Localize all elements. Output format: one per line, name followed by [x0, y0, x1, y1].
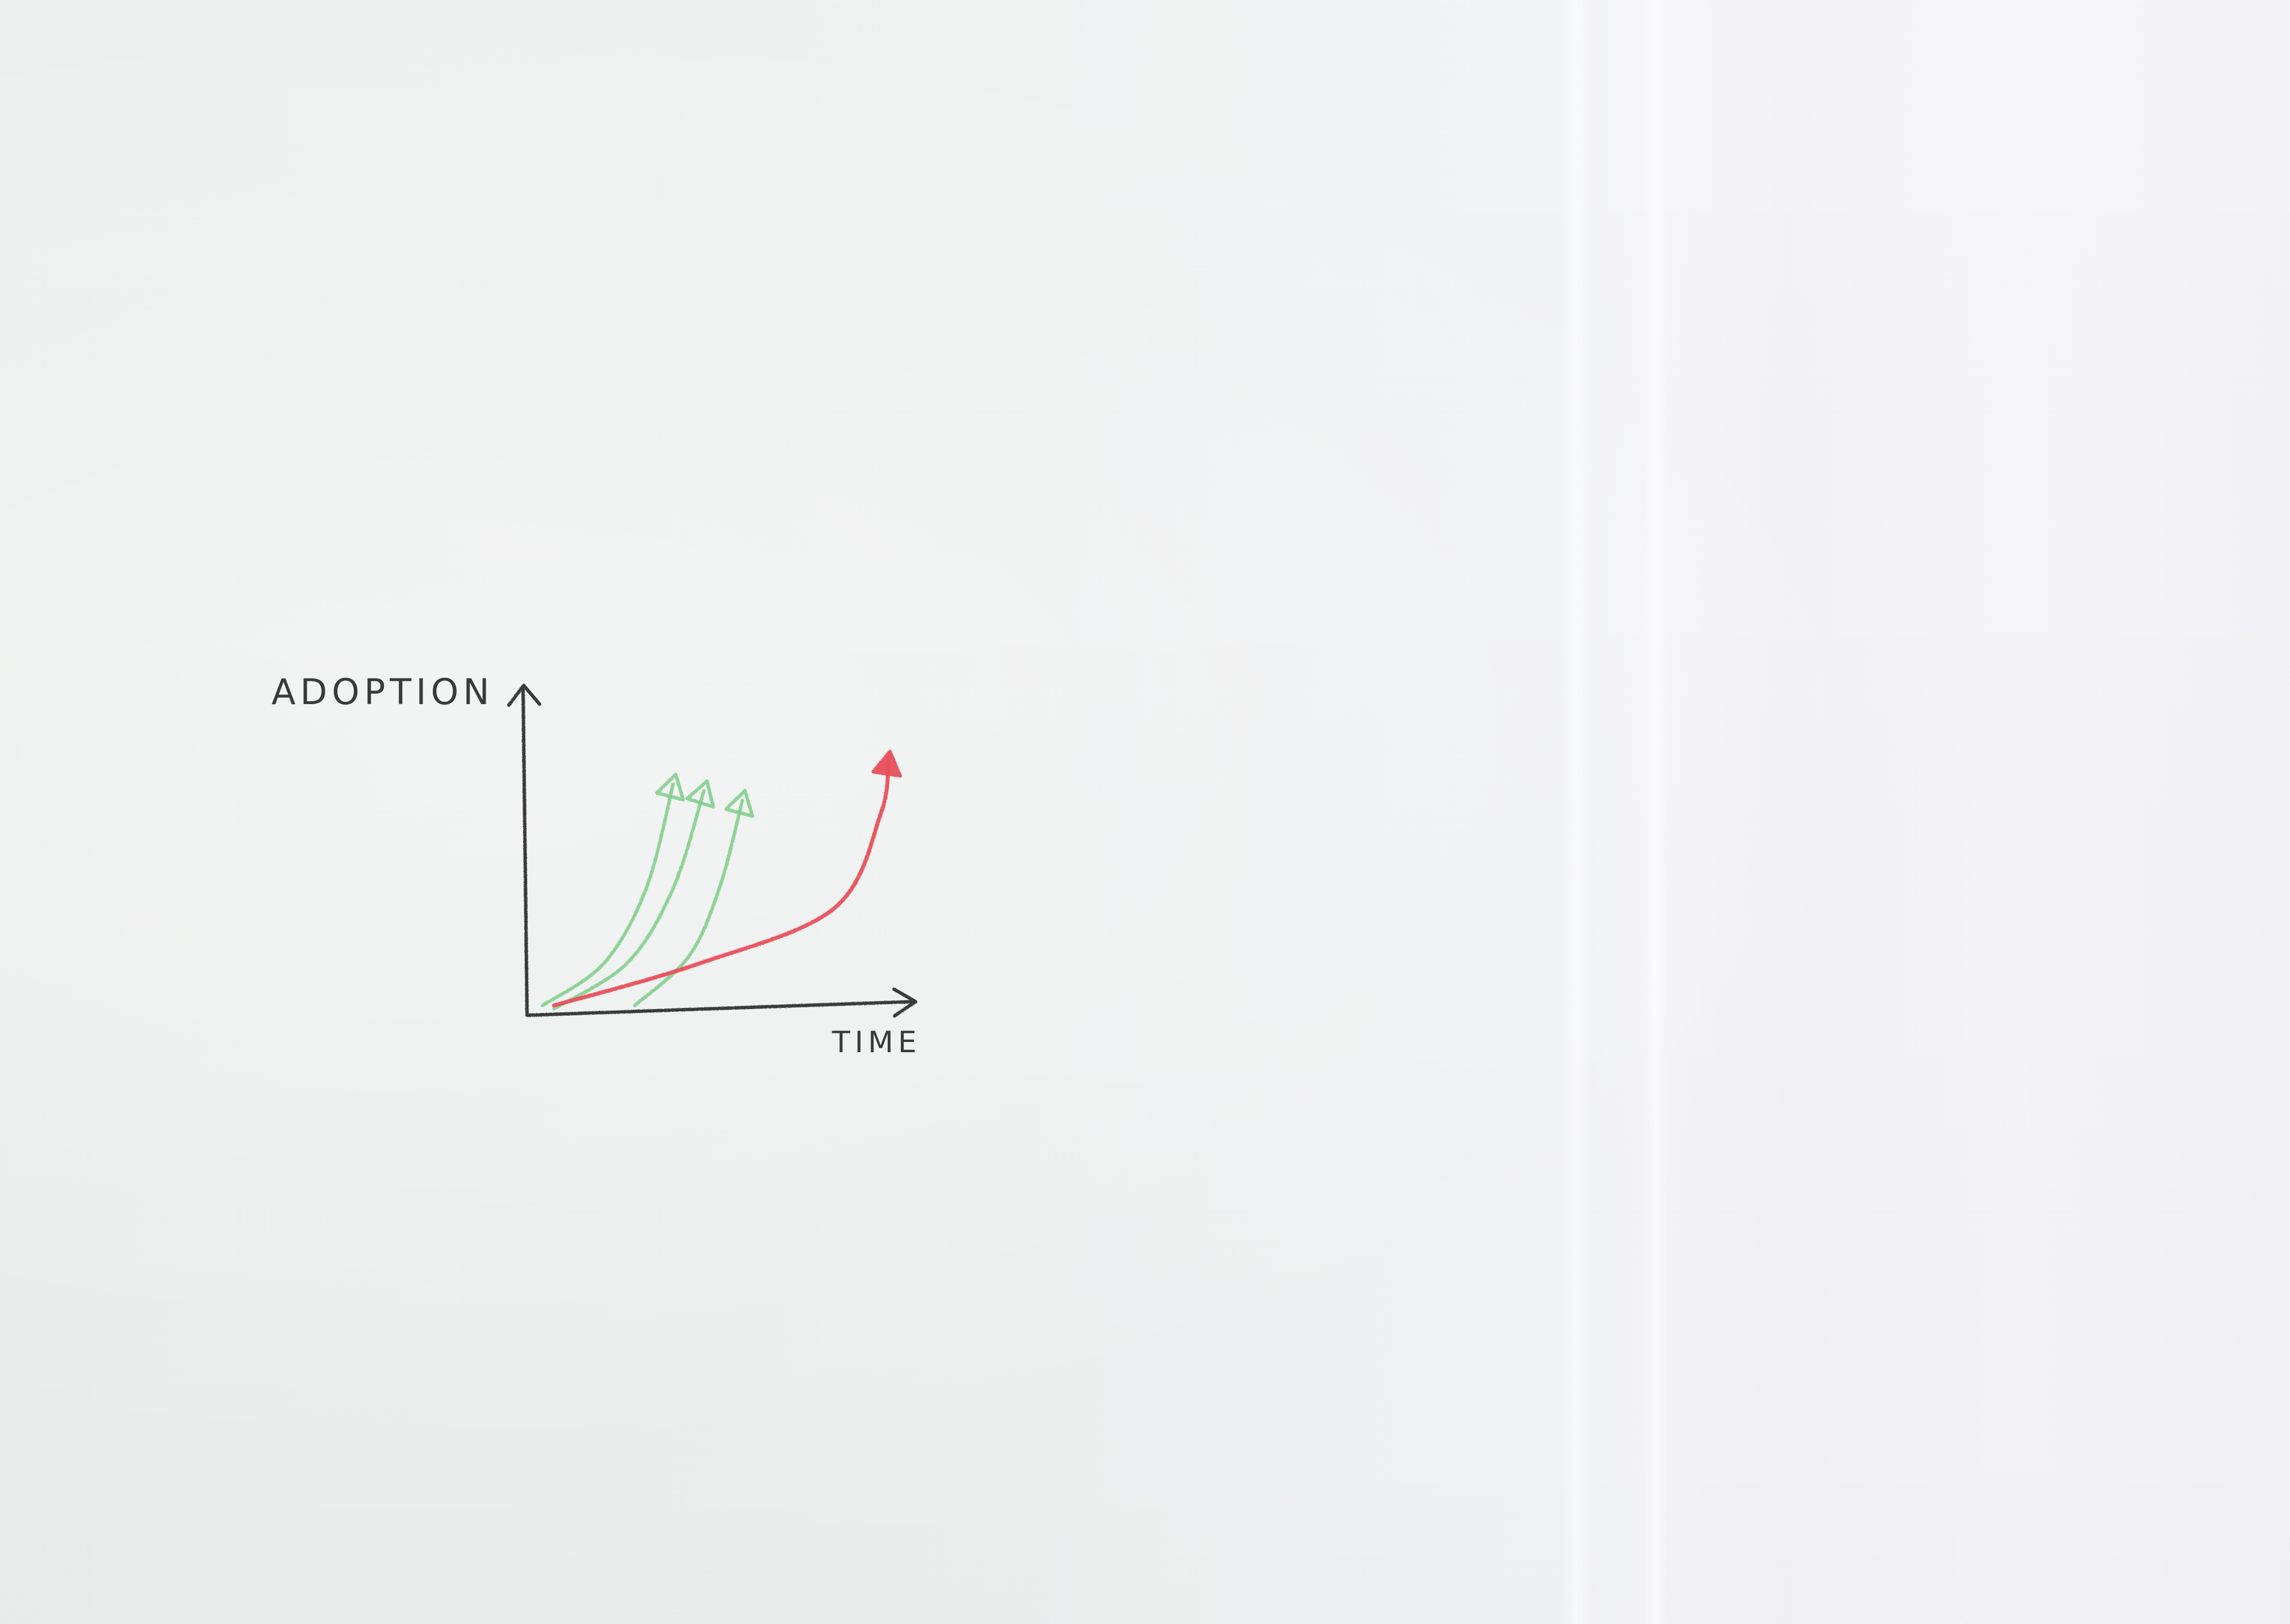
x-axis-label: TIME: [831, 1026, 921, 1060]
series-arrowhead-3: [724, 789, 754, 818]
series-layer: [541, 750, 902, 1011]
series-line-4: [551, 759, 891, 1008]
y-axis-label: ADOPTION: [271, 671, 494, 713]
chart-axes: [507, 684, 917, 1018]
x-axis-arrowhead: [892, 987, 917, 1018]
series-line-1: [541, 782, 675, 1007]
series-arrowhead-2: [685, 779, 715, 809]
x-axis-line: [525, 1000, 913, 1017]
series-line-3: [633, 798, 745, 1007]
series-line-2: [552, 789, 706, 1011]
y-axis-line: [521, 688, 529, 1017]
series-arrowhead-4: [871, 750, 902, 778]
series-arrowhead-1: [655, 772, 685, 802]
y-axis-arrowhead: [507, 684, 541, 707]
